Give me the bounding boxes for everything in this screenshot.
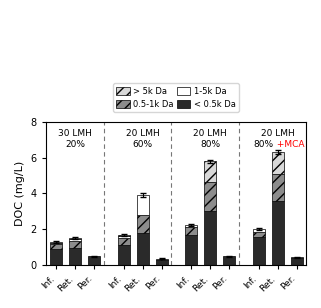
Bar (69, 239, 81, 241)
Bar (118, 236, 130, 238)
Y-axis label: DOC (mg/L): DOC (mg/L) (15, 161, 25, 226)
Bar (272, 152, 283, 174)
Text: 80%: 80% (200, 140, 220, 149)
Bar (204, 182, 216, 211)
Bar (253, 237, 265, 265)
Bar (50, 244, 62, 249)
Bar (69, 241, 81, 249)
Bar (186, 235, 197, 265)
Bar (137, 195, 149, 215)
Bar (137, 215, 149, 233)
Text: 30 LMH: 30 LMH (58, 129, 92, 138)
Bar (223, 256, 235, 265)
Bar (156, 259, 168, 260)
Bar (89, 256, 100, 265)
Bar (291, 257, 302, 258)
Text: 20 LMH: 20 LMH (126, 129, 160, 138)
Bar (50, 242, 62, 243)
Text: +MCA: +MCA (274, 140, 304, 149)
Text: 60%: 60% (133, 140, 153, 149)
Bar (186, 227, 197, 235)
Bar (253, 232, 265, 237)
Text: 20 LMH: 20 LMH (193, 129, 227, 138)
Bar (50, 249, 62, 265)
Bar (272, 174, 283, 201)
Text: 20 LMH: 20 LMH (261, 129, 295, 138)
Text: 20%: 20% (65, 140, 85, 149)
Bar (118, 235, 130, 236)
Bar (204, 161, 216, 182)
Text: 80%: 80% (253, 140, 273, 149)
Bar (69, 249, 81, 265)
Bar (291, 258, 302, 265)
Bar (50, 243, 62, 244)
Bar (186, 225, 197, 227)
Bar (272, 201, 283, 265)
Legend: > 5k Da, 0.5-1k Da, 1-5k Da, < 0.5k Da: > 5k Da, 0.5-1k Da, 1-5k Da, < 0.5k Da (113, 83, 239, 112)
Bar (137, 233, 149, 265)
Bar (204, 211, 216, 265)
Bar (253, 229, 265, 232)
Bar (118, 245, 130, 265)
Bar (118, 238, 130, 245)
Bar (69, 238, 81, 239)
Bar (156, 260, 168, 265)
